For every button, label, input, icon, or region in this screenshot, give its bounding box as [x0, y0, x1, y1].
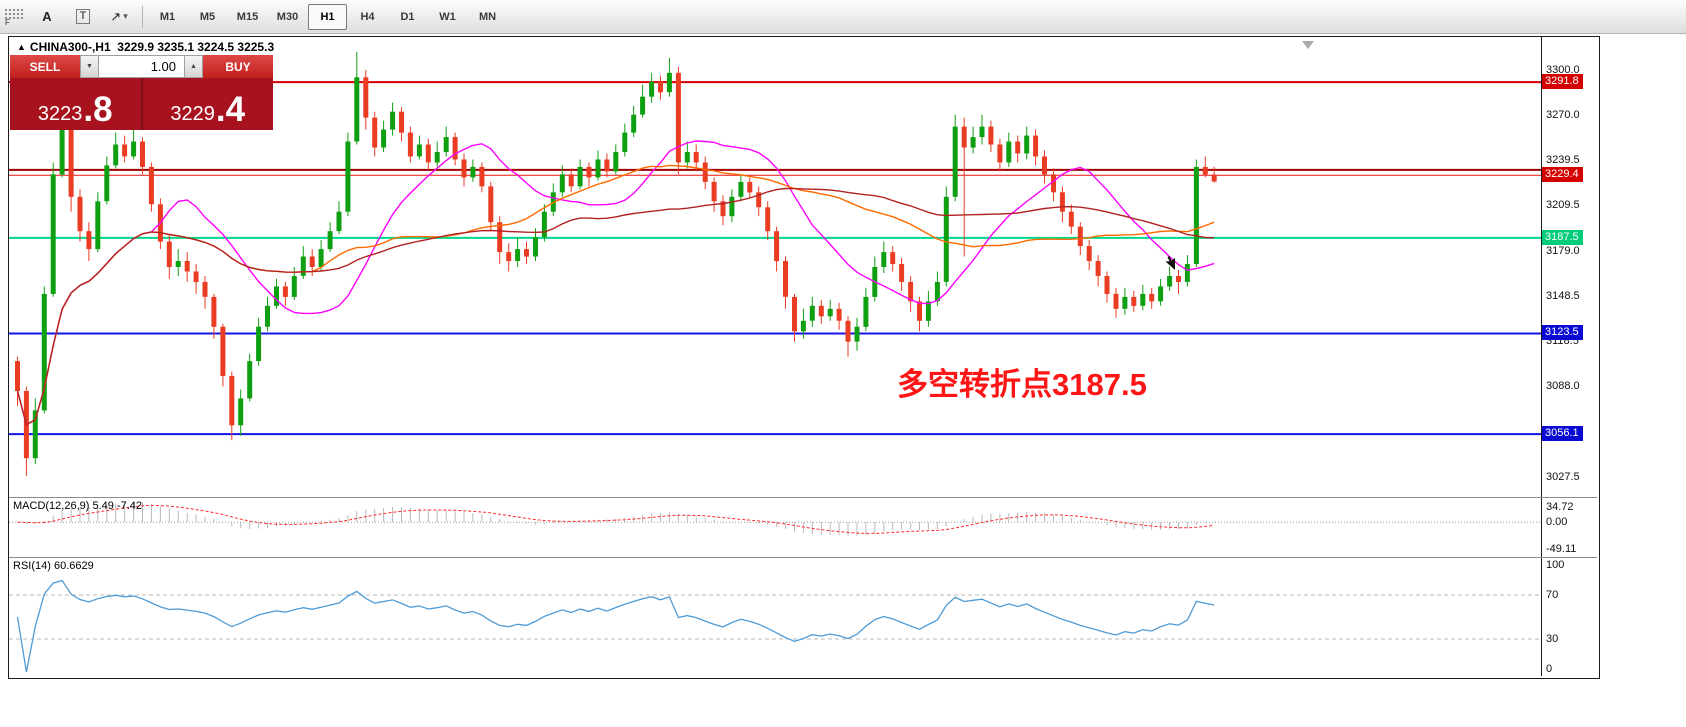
- bid-pip-digit: .8: [83, 90, 113, 130]
- timeframe-mn-button[interactable]: MN: [478, 10, 497, 23]
- bid-ask-display: 3223.8 3229.4: [10, 78, 273, 130]
- price-axis-badge: 3056.1: [1542, 426, 1583, 442]
- price-axis-label: 3027.5: [1546, 470, 1580, 483]
- rsi-plot[interactable]: [9, 558, 1541, 676]
- price-axis-label: 3239.5: [1546, 154, 1580, 167]
- rsi-axis-label: 70: [1546, 589, 1559, 601]
- bid-price: 3223.8: [10, 78, 141, 130]
- rsi-pane: RSI(14) 60.6629 100 70 30 0: [9, 558, 1597, 676]
- timeframe-h4-button[interactable]: H4: [360, 10, 375, 23]
- rsi-axis: 100 70 30 0: [1541, 558, 1597, 676]
- price-divider: [140, 78, 143, 130]
- pane-splitter[interactable]: [9, 497, 1597, 498]
- symbol-period-label: CHINA300-,H1: [29, 40, 111, 54]
- timeframe-m30-button[interactable]: M30: [276, 10, 299, 23]
- price-axis-label: 3270.0: [1546, 108, 1580, 121]
- timeframe-m15-button[interactable]: M15: [236, 10, 259, 23]
- price-axis-label: 3148.5: [1546, 290, 1580, 303]
- rsi-axis-label: 0: [1546, 663, 1553, 675]
- price-axis-label: 3179.0: [1546, 244, 1580, 257]
- timeframe-m1-button[interactable]: M1: [159, 10, 176, 23]
- timeframe-d1-button[interactable]: D1: [400, 10, 415, 23]
- volume-decrease-button[interactable]: ▼: [80, 55, 99, 78]
- arrows-tool-button[interactable]: ↗ ▾: [101, 4, 137, 30]
- drag-dots-icon: [3, 6, 23, 19]
- macd-axis-label: -49.11: [1546, 543, 1577, 555]
- timeframe-w1-button[interactable]: W1: [439, 10, 456, 23]
- chevron-down-icon: ▾: [123, 11, 128, 21]
- macd-axis: 34.72 0.00 -49.11: [1541, 498, 1597, 557]
- toolbar-handle-label: F: [5, 17, 10, 27]
- text-label-icon: T: [75, 9, 91, 24]
- timeframe-m5-button[interactable]: M5: [199, 10, 216, 23]
- price-axis-badge: 3123.5: [1542, 325, 1583, 341]
- spinner-up-icon: ▲: [190, 63, 197, 70]
- text-cursor-icon: A: [42, 9, 52, 24]
- text-label-tool-button[interactable]: T: [65, 4, 101, 30]
- price-axis-badge: 3229.4: [1542, 167, 1583, 183]
- price-axis: 3300.0 3270.0 3239.5 3209.5 3179.0 3148.5 3118…: [1541, 37, 1597, 497]
- pane-splitter[interactable]: [9, 557, 1597, 558]
- text-cursor-tool-button[interactable]: A: [29, 4, 65, 30]
- ask-main-digits: 3229: [170, 103, 215, 125]
- ask-pip-digit: .4: [215, 90, 246, 130]
- rsi-label: RSI(14) 60.6629: [13, 560, 94, 572]
- macd-plot[interactable]: [9, 498, 1541, 557]
- rsi-axis-label: 100: [1546, 559, 1565, 571]
- chart-title: ▲ CHINA300-,H1 3229.9 3235.1 3224.5 3225.…: [17, 40, 274, 54]
- chart-text-annotation[interactable]: 多空转折点3187.5: [897, 367, 1147, 402]
- toolbar-separator: [142, 5, 143, 28]
- macd-axis-label: 34.72: [1546, 501, 1574, 513]
- sell-button[interactable]: SELL: [10, 55, 80, 78]
- mouse-cursor-icon: [1161, 253, 1179, 276]
- chart-window: ▲ CHINA300-,H1 3229.9 3235.1 3224.5 3225.…: [8, 36, 1600, 679]
- toolbar: F A T ↗ ▾ M1 M5 M15 M30 H1 H4 D1 W1 MN: [0, 0, 1686, 34]
- shift-marker-icon: [1302, 41, 1314, 49]
- collapse-panel-icon[interactable]: ▲: [17, 42, 26, 52]
- timeframe-h1-button[interactable]: H1: [308, 3, 347, 30]
- rsi-axis-label: 30: [1546, 633, 1559, 645]
- price-axis-label: 3209.5: [1546, 199, 1580, 212]
- spinner-down-icon: ▼: [86, 63, 93, 70]
- main-chart-pane: ▲ CHINA300-,H1 3229.9 3235.1 3224.5 3225.…: [9, 37, 1597, 497]
- arrow-tool-icon: ↗: [110, 8, 122, 24]
- macd-axis-label: 0.00: [1546, 516, 1568, 529]
- main-chart-plot[interactable]: [9, 37, 1541, 497]
- price-axis-label: 3088.0: [1546, 380, 1580, 393]
- buy-button[interactable]: BUY: [203, 55, 273, 78]
- ask-price: 3229.4: [143, 78, 274, 130]
- macd-label: MACD(12,26,9) 5.49 -7.42: [13, 500, 143, 512]
- one-click-trade-panel: SELL ▼ 1.00 ▲ BUY 3223.8 3229.4: [10, 55, 273, 130]
- price-axis-badge: 3291.8: [1542, 74, 1583, 90]
- bid-main-digits: 3223: [37, 103, 83, 125]
- price-axis-badge: 3187.5: [1542, 229, 1583, 245]
- toolbar-drag-handle[interactable]: F: [3, 6, 23, 27]
- price-axis-label: 3300.0: [1546, 63, 1580, 76]
- volume-increase-button[interactable]: ▲: [184, 55, 203, 78]
- ohlc-readout: 3229.9 3235.1 3224.5 3225.3: [117, 40, 275, 54]
- timeframe-group: M1 M5 M15 M30 H1 H4 D1 W1 MN: [148, 3, 507, 30]
- macd-pane: MACD(12,26,9) 5.49 -7.42 34.72 0.00 -49.11: [9, 498, 1597, 557]
- volume-input[interactable]: 1.00: [99, 55, 184, 78]
